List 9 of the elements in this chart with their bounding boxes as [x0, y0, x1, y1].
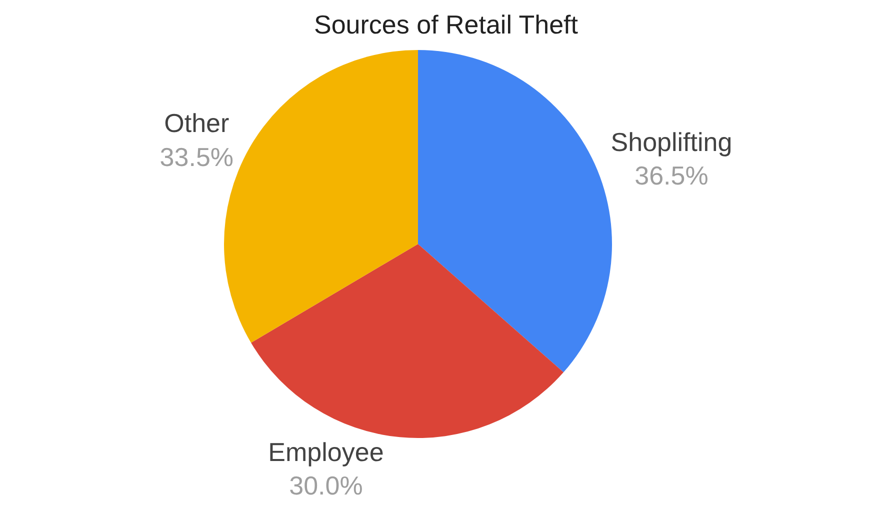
slice-label: Shoplifting [610, 126, 732, 157]
slice-label: Employee [268, 436, 384, 467]
chart-title: Sources of Retail Theft [314, 9, 579, 40]
data-label: 33.5% [160, 142, 234, 172]
pie-slice [418, 50, 612, 372]
pie-slice [251, 244, 564, 438]
slice-label: Other [164, 108, 230, 138]
data-label: 30.0% [289, 470, 363, 501]
data-label: 36.5% [634, 160, 708, 191]
